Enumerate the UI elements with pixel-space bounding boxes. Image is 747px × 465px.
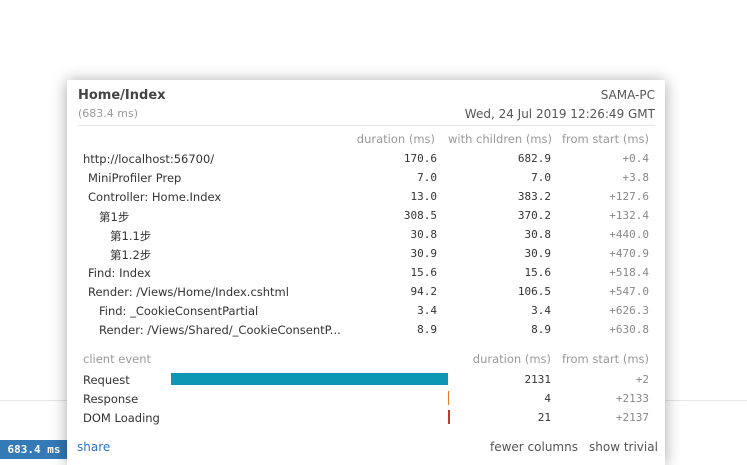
fewer-columns-link[interactable]: fewer columns — [490, 440, 578, 454]
client-event-row[interactable]: Response 4 +2133 — [67, 391, 665, 411]
timing-with-children: 383.2 — [517, 190, 551, 203]
timing-name: Render: /Views/Home/Index.cshtml — [88, 285, 289, 299]
timing-name: 第1.1步 — [110, 229, 152, 243]
timing-duration: 308.5 — [403, 209, 437, 222]
timing-name: Render: /Views/Shared/_CookieConsentP... — [99, 323, 341, 337]
timing-from-start: +470.9 — [609, 247, 649, 260]
machine-name: SAMA-PC — [600, 88, 655, 102]
timing-name: 第1步 — [99, 210, 130, 224]
show-trivial-link[interactable]: show trivial — [589, 440, 658, 454]
client-event-from-start: +2 — [635, 373, 649, 386]
timing-duration: 15.6 — [410, 266, 438, 279]
client-event-from-start: +2133 — [615, 392, 649, 405]
client-event-bar — [447, 391, 450, 405]
client-event-row[interactable]: Request 2131 +2 — [67, 373, 665, 392]
timing-duration: 30.9 — [410, 247, 438, 260]
share-link[interactable]: share — [77, 440, 111, 454]
timing-duration: 7.0 — [417, 171, 437, 184]
client-event-duration: 21 — [537, 411, 551, 424]
client-event-bar — [447, 410, 450, 424]
timing-name: Controller: Home.Index — [88, 190, 222, 204]
timing-row[interactable]: Controller: Home.Index 13.0 383.2 +127.6 — [67, 190, 665, 209]
client-event-from-start: +2137 — [615, 411, 649, 424]
timing-duration: 8.9 — [417, 323, 437, 336]
timing-from-start: +630.8 — [609, 323, 649, 336]
timing-row[interactable]: MiniProfiler Prep 7.0 7.0 +3.8 — [67, 171, 665, 190]
client-event-name: Request — [83, 373, 130, 387]
timing-from-start: +3.8 — [622, 171, 650, 184]
page-title: Home/Index — [78, 88, 166, 103]
timing-row[interactable]: 第1.1步 30.8 30.8 +440.0 — [67, 228, 665, 247]
timestamp: Wed, 24 Jul 2019 12:26:49 GMT — [464, 107, 655, 121]
timing-duration: 30.8 — [410, 228, 438, 241]
timing-with-children: 8.9 — [531, 323, 551, 336]
client-column-from-start: from start (ms) — [561, 352, 649, 366]
column-duration: duration (ms) — [356, 132, 435, 146]
client-column-duration: duration (ms) — [472, 352, 551, 366]
header-divider — [78, 125, 655, 126]
column-with-children: with children (ms) — [447, 132, 552, 146]
client-event-duration: 2131 — [524, 373, 552, 386]
client-event-duration: 4 — [544, 392, 551, 405]
client-events-label: client event — [83, 352, 151, 366]
timing-from-start: +132.4 — [609, 209, 649, 222]
timing-with-children: 30.9 — [524, 247, 552, 260]
timing-with-children: 3.4 — [531, 304, 551, 317]
client-event-bar — [171, 373, 448, 385]
timing-name: MiniProfiler Prep — [88, 171, 182, 185]
timing-from-start: +0.4 — [622, 152, 650, 165]
profiler-badge[interactable]: 683.4 ms — [0, 440, 68, 459]
timing-with-children: 30.8 — [524, 228, 552, 241]
timing-duration: 170.6 — [403, 152, 437, 165]
timing-with-children: 106.5 — [517, 285, 551, 298]
timing-row[interactable]: 第1.2步 30.9 30.9 +470.9 — [67, 247, 665, 266]
timing-duration: 94.2 — [410, 285, 438, 298]
timing-with-children: 370.2 — [517, 209, 551, 222]
timing-name: 第1.2步 — [110, 248, 152, 262]
timing-name: Find: _CookieConsentPartial — [99, 304, 259, 318]
client-event-name: DOM Loading — [83, 411, 160, 425]
timing-from-start: +518.4 — [609, 266, 649, 279]
timing-with-children: 15.6 — [524, 266, 552, 279]
timing-row[interactable]: 第1步 308.5 370.2 +132.4 — [67, 209, 665, 228]
profiler-popup: Home/Index (683.4 ms) SAMA-PC Wed, 24 Ju… — [67, 80, 665, 465]
timing-row[interactable]: Render: /Views/Home/Index.cshtml 94.2 106.… — [67, 285, 665, 304]
timing-from-start: +127.6 — [609, 190, 649, 203]
timing-name: Find: Index — [88, 266, 151, 280]
timing-from-start: +440.0 — [609, 228, 649, 241]
column-from-start: from start (ms) — [561, 132, 649, 146]
timing-from-start: +547.0 — [609, 285, 649, 298]
total-duration: (683.4 ms) — [78, 107, 139, 120]
client-event-row[interactable]: DOM Loading 21 +2137 — [67, 410, 665, 430]
client-event-name: Response — [83, 392, 139, 406]
timing-duration: 3.4 — [417, 304, 437, 317]
timing-from-start: +626.3 — [609, 304, 649, 317]
timing-row[interactable]: Find: _CookieConsentPartial 3.4 3.4 +626.3 — [67, 304, 665, 323]
timing-name: http://localhost:56700/ — [83, 152, 215, 166]
timing-with-children: 682.9 — [517, 152, 551, 165]
timing-row[interactable]: Find: Index 15.6 15.6 +518.4 — [67, 266, 665, 285]
timing-row[interactable]: http://localhost:56700/170.6 682.9 +0.4 — [67, 152, 665, 171]
timing-duration: 13.0 — [410, 190, 438, 203]
timing-with-children: 7.0 — [531, 171, 551, 184]
timing-row[interactable]: Render: /Views/Shared/_CookieConsentP...… — [67, 323, 665, 342]
